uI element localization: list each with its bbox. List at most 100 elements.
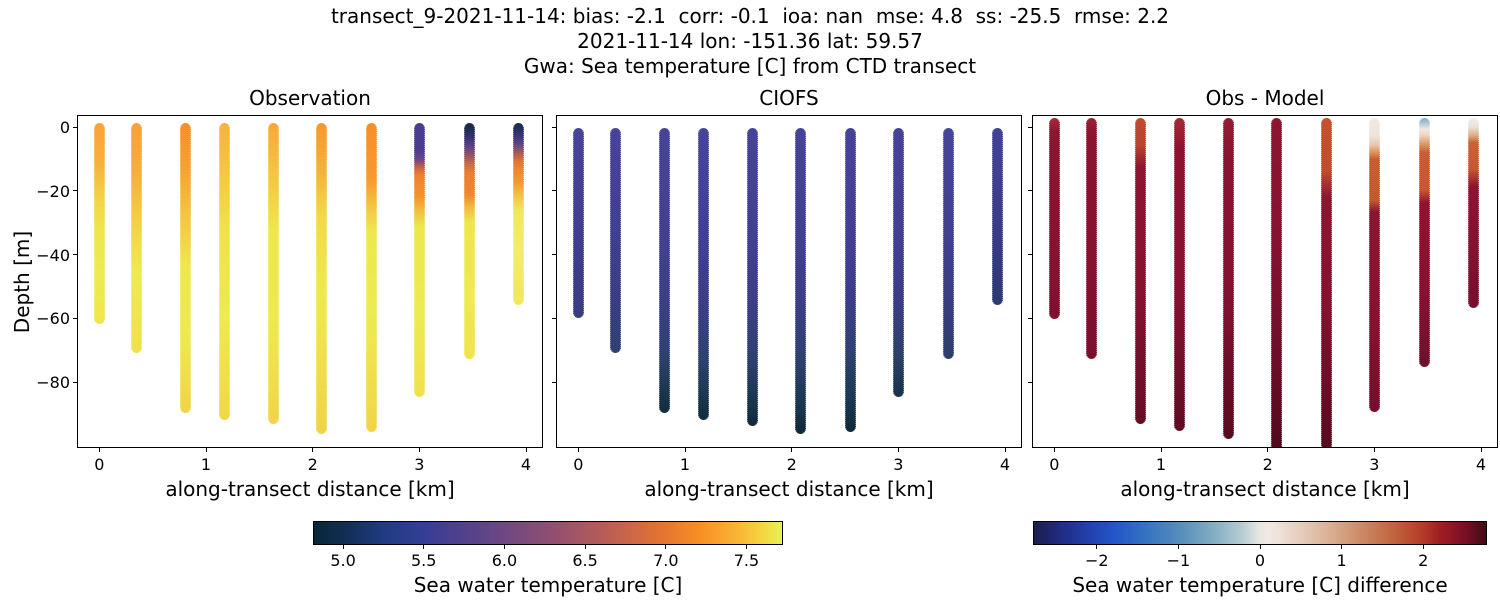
x-tick-mark: [1267, 448, 1269, 452]
scatter-column: [794, 128, 806, 434]
scatter-column: [892, 128, 904, 398]
y-tick-mark: [73, 317, 77, 319]
scatter-column: [572, 128, 584, 318]
colorbar-tick-mark: [342, 545, 344, 549]
colorbar-gradient: [314, 522, 782, 544]
colorbar-tick-mark: [1096, 545, 1098, 549]
colorbar-tick-label: 5.0: [330, 551, 356, 570]
x-tick-label: 0: [94, 455, 105, 474]
colorbar-tick-label: 6.0: [491, 551, 518, 570]
scatter-column: [659, 128, 671, 414]
scatter-column: [1048, 118, 1060, 320]
x-tick-mark: [1480, 448, 1482, 452]
scatter-column: [267, 123, 279, 425]
colorbar-label: Sea water temperature [C] difference: [1072, 573, 1448, 597]
colorbar-tick-label: 0: [1254, 551, 1266, 570]
x-tick-label: 3: [414, 455, 425, 474]
x-tick-label: 2: [307, 455, 318, 474]
x-tick-label: 1: [200, 455, 212, 474]
x-tick-mark: [205, 448, 207, 452]
x-tick-mark: [312, 448, 314, 452]
scatter-column: [1368, 118, 1380, 412]
y-tick-mark: [552, 126, 556, 128]
x-tick-label: 0: [1049, 455, 1060, 474]
x-tick-label: 3: [893, 455, 904, 474]
y-tick-mark: [1028, 317, 1032, 319]
x-tick-mark: [98, 448, 100, 452]
panel-observation: Observation along-transect distance [km]…: [36, 86, 543, 501]
scatter-column: [1135, 118, 1147, 425]
x-tick-label: 2: [786, 455, 797, 474]
figure-title-stats: transect_9-2021-11-14: bias: -2.1 corr: …: [330, 4, 1170, 28]
panel-title: Observation: [249, 86, 371, 110]
y-tick-mark: [1028, 254, 1032, 256]
y-tick-mark: [1028, 126, 1032, 128]
y-tick-mark: [552, 254, 556, 256]
x-axis-label: along-transect distance [km]: [1120, 477, 1410, 501]
y-tick-label: −40: [36, 245, 70, 265]
x-tick-label: 3: [1369, 455, 1380, 474]
x-tick-label: 4: [1475, 455, 1487, 474]
y-tick-mark: [552, 381, 556, 383]
scatter-column: [1468, 118, 1480, 309]
scatter-column: [844, 128, 856, 433]
x-axis-label: along-transect distance [km]: [165, 477, 455, 501]
figure-subtitle-date-location: 2021-11-14 lon: -151.36 lat: 59.57: [577, 29, 923, 53]
x-tick-mark: [897, 448, 899, 452]
scatter-column: [697, 128, 709, 420]
colorbar-tick-mark: [745, 545, 747, 549]
plot-area: [557, 116, 1021, 447]
x-tick-label: 4: [520, 455, 532, 474]
colorbar-tick-label: 7.5: [733, 551, 760, 570]
colorbar-tick-label: −1: [1166, 551, 1191, 570]
y-tick-mark: [552, 317, 556, 319]
plot-area: [1033, 116, 1497, 447]
colorbar-label: Sea water temperature [C]: [413, 573, 683, 597]
x-tick-mark: [1004, 448, 1006, 452]
x-tick-mark: [684, 448, 686, 452]
colorbar-tick-mark: [503, 545, 505, 549]
scatter-column: [1222, 118, 1234, 439]
x-tick-mark: [525, 448, 527, 452]
colorbar-tick-mark: [1422, 545, 1424, 549]
colorbar-tick-mark: [665, 545, 667, 549]
x-tick-label: 1: [679, 455, 691, 474]
y-tick-label: −60: [36, 309, 70, 329]
scatter-column: [413, 123, 425, 398]
x-tick-label: 0: [573, 455, 584, 474]
panel-ciofs: CIOFS along-transect distance [km] 0 1 2 3 4: [552, 86, 1022, 501]
colorbar-difference: Sea water temperature [C] difference −2 −…: [1033, 521, 1487, 597]
colorbar-temperature: Sea water temperature [C] 5.0 5.5 6.0 6.5 7.…: [313, 521, 783, 597]
x-axis-label: along-transect distance [km]: [644, 477, 934, 501]
scatter-column: [1086, 118, 1098, 360]
scatter-column: [315, 123, 327, 434]
colorbar-tick-mark: [1341, 545, 1343, 549]
colorbar-tick-label: −2: [1085, 551, 1109, 570]
panel-title: CIOFS: [759, 86, 819, 110]
y-tick-label: −80: [36, 373, 70, 393]
colorbar-tick-label: 5.5: [411, 551, 437, 570]
y-tick-label: −20: [36, 181, 70, 201]
colorbar-tick-mark: [1259, 545, 1261, 549]
scatter-column: [942, 128, 954, 360]
scatter-column: [513, 123, 525, 305]
y-tick-mark: [552, 190, 556, 192]
colorbar-tick-mark: [584, 545, 586, 549]
scatter-column: [180, 123, 192, 414]
y-tick-mark: [73, 381, 77, 383]
scatter-column: [131, 123, 143, 353]
y-tick-label: 0: [59, 118, 70, 138]
y-tick-mark: [73, 254, 77, 256]
scatter-column: [610, 128, 622, 353]
figure-subtitle-variable: Gwa: Sea temperature [C] from CTD transe…: [523, 54, 977, 78]
colorbar-tick-mark: [1177, 545, 1179, 549]
x-tick-mark: [1373, 448, 1375, 452]
x-tick-mark: [577, 448, 579, 452]
scatter-column: [463, 123, 475, 360]
y-tick-mark: [1028, 190, 1032, 192]
x-tick-label: 2: [1262, 455, 1273, 474]
panel-title: Obs - Model: [1205, 86, 1325, 110]
scatter-column: [1173, 118, 1185, 431]
y-tick-mark: [1028, 381, 1032, 383]
